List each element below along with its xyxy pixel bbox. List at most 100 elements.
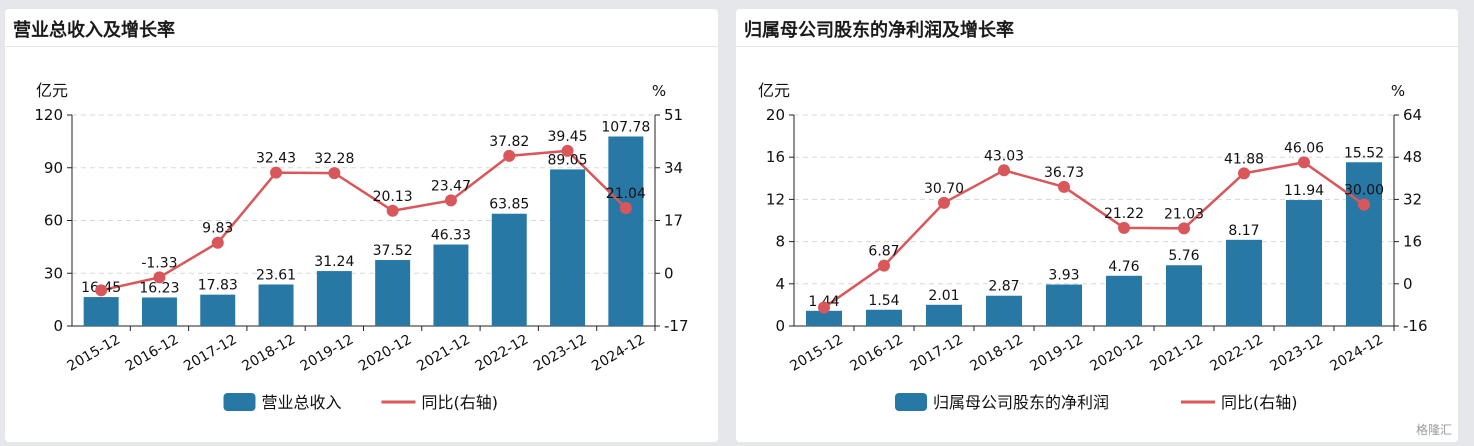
line-point [619, 201, 632, 214]
y2-tick-label: 32 [1403, 190, 1422, 208]
y2-tick-label: 17 [664, 212, 683, 230]
bar [375, 260, 411, 326]
x-tick-label: 2020-12 [356, 332, 415, 375]
bar [1226, 239, 1262, 326]
y-tick-label: 16 [766, 148, 785, 166]
line-data-label: -1.33 [141, 255, 177, 271]
bar-data-label: 89.05 [548, 152, 588, 168]
y2-tick-label: 34 [664, 159, 683, 177]
line-point [328, 167, 341, 180]
x-tick-label: 2017-12 [181, 332, 240, 375]
bar [1346, 162, 1382, 326]
line-point [561, 144, 574, 157]
line-point [153, 271, 166, 284]
y-tick-label: 0 [775, 317, 785, 335]
line-point [211, 236, 224, 249]
legend-line-label: 同比(右轴) [422, 393, 499, 412]
x-tick-label: 2024-12 [1327, 332, 1386, 375]
line-data-label: 43.03 [984, 148, 1024, 164]
line-data-label: 23.47 [431, 178, 471, 194]
y-tick-label: 0 [53, 317, 63, 335]
y2-tick-label: 16 [1403, 233, 1422, 251]
x-tick-label: 2022-12 [1207, 332, 1266, 375]
bar [986, 295, 1022, 326]
x-tick-label: 2021-12 [414, 332, 473, 375]
x-tick-label: 2020-12 [1087, 332, 1146, 375]
bar-data-label: 23.61 [256, 267, 296, 283]
line-data-label: 36.73 [1044, 165, 1084, 181]
bar [866, 309, 902, 326]
line-data-label: 9.83 [202, 221, 233, 237]
bar [1046, 284, 1082, 326]
line-point [95, 284, 108, 297]
x-tick-label: 2017-12 [907, 332, 966, 375]
y2-tick-label: 0 [1403, 275, 1413, 293]
bar-data-label: 4.76 [1108, 259, 1139, 275]
bar-data-label: 5.76 [1168, 248, 1199, 264]
bar-data-label: 8.17 [1228, 223, 1259, 239]
chart-title: 营业总收入及增长率 [13, 20, 175, 41]
bar [491, 213, 527, 326]
bar [200, 294, 236, 326]
legend-bar-swatch [223, 393, 256, 411]
line-data-label: 46.06 [1284, 140, 1324, 156]
legend-line-label: 同比(右轴) [1221, 393, 1298, 412]
line-point [878, 259, 890, 272]
y-tick-label: 120 [34, 106, 63, 124]
line-data-label: 6.87 [868, 244, 899, 260]
y2-tick-label: 0 [664, 264, 674, 282]
line-data-label: 21.04 [606, 186, 646, 202]
bar-data-label: 17.83 [198, 278, 238, 294]
bar-data-label: 2.87 [988, 279, 1019, 295]
title-divider [5, 46, 718, 47]
y-axis-unit: 亿元 [36, 81, 68, 100]
bar [83, 297, 119, 326]
y-tick-label: 20 [766, 106, 785, 124]
x-tick-label: 2021-12 [1147, 332, 1206, 375]
y2-tick-label: -17 [664, 317, 689, 335]
line-data-label: 37.82 [489, 134, 529, 150]
y2-tick-label: -16 [1403, 317, 1428, 335]
y2-axis-unit: % [652, 82, 666, 100]
x-tick-label: 2019-12 [1027, 332, 1086, 375]
bar-data-label: 2.01 [928, 288, 959, 304]
line-data-label: 41.88 [1224, 151, 1264, 167]
line-point [1298, 156, 1310, 169]
line-data-label: 21.22 [1104, 206, 1144, 222]
y-tick-label: 8 [775, 233, 785, 251]
bar-data-label: 15.52 [1344, 145, 1384, 161]
line-point [270, 166, 283, 179]
y-tick-label: 12 [766, 190, 785, 208]
bar [316, 271, 352, 326]
bar [1166, 265, 1202, 326]
bar-data-label: 16.23 [139, 280, 179, 296]
line-point [444, 194, 457, 207]
series-line [100, 149, 627, 292]
line-point [1118, 221, 1130, 234]
y2-axis-unit: % [1391, 82, 1405, 100]
legend-bar-label: 营业总收入 [262, 393, 342, 412]
y2-tick-label: 51 [664, 106, 683, 124]
bar-data-label: 107.78 [601, 119, 650, 135]
y-tick-label: 90 [44, 159, 63, 177]
bar [141, 297, 177, 326]
legend-bar-swatch [895, 393, 927, 411]
bar-data-label: 11.94 [1284, 183, 1324, 199]
x-tick-label: 2015-12 [64, 332, 123, 375]
legend-bar-label: 归属母公司股东的净利润 [933, 393, 1109, 412]
x-tick-label: 2023-12 [1267, 332, 1326, 375]
bar [433, 244, 469, 326]
net-profit-chart-panel: 归属母公司股东的净利润及增长率 0 -16 4 0 8 16 12 32 16 48 20 64 亿元%… [736, 9, 1458, 442]
line-point [1238, 167, 1250, 180]
bar [926, 304, 962, 326]
series-line [823, 160, 1365, 309]
bar [608, 136, 644, 326]
x-tick-label: 2019-12 [298, 332, 357, 375]
line-data-label: 32.43 [256, 151, 296, 167]
chart-title: 归属母公司股东的净利润及增长率 [744, 20, 1014, 41]
line-data-label: 30.00 [1344, 183, 1384, 199]
x-tick-label: 2016-12 [123, 332, 182, 375]
bar-data-label: 1.54 [868, 293, 899, 309]
